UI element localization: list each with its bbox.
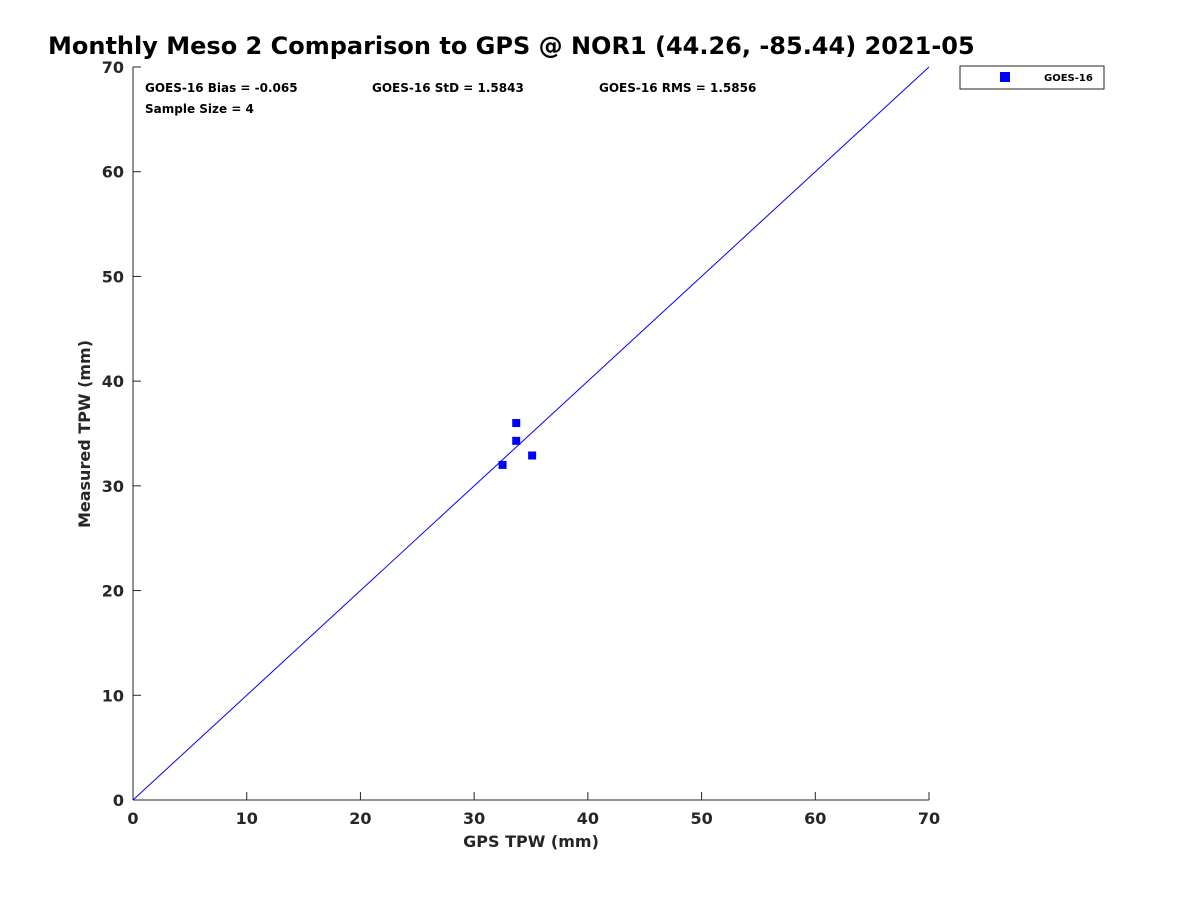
data-point-0-3	[528, 451, 537, 460]
legend: GOES-16	[959, 65, 1105, 90]
x-tick-label-2: 20	[349, 809, 371, 828]
y-tick-label-3: 30	[102, 477, 124, 496]
y-tick-label-6: 60	[102, 163, 124, 182]
x-tick-label-1: 10	[236, 809, 258, 828]
x-tick-label-5: 50	[690, 809, 712, 828]
data-point-0-2	[512, 436, 521, 445]
y-ticks: 0 10 20 30 40 50 60 70	[102, 58, 141, 810]
y-tick-label-7: 70	[102, 58, 124, 77]
std-annotation: GOES-16 StD = 1.5843	[372, 81, 524, 95]
axes	[132, 67, 929, 801]
x-ticks: 0 10 20 30 40 50 60 70	[127, 792, 940, 828]
statistics-annotations: GOES-16 Bias = -0.065 GOES-16 StD = 1.58…	[145, 81, 756, 116]
legend-entry-goes16: GOES-16	[1044, 73, 1093, 84]
one-to-one-reference-line	[132, 66, 930, 801]
data-point-0-0	[498, 460, 507, 469]
x-tick-label-0: 0	[127, 809, 138, 828]
data-points	[498, 419, 537, 469]
x-tick-label-3: 30	[463, 809, 485, 828]
sample-size-annotation: Sample Size = 4	[145, 102, 254, 116]
y-tick-label-4: 40	[102, 372, 124, 391]
y-tick-label-1: 10	[102, 686, 124, 705]
y-tick-label-2: 20	[102, 582, 124, 601]
x-tick-label-4: 40	[577, 809, 599, 828]
y-axis-label: Measured TPW (mm)	[75, 340, 94, 528]
chart-title: Monthly Meso 2 Comparison to GPS @ NOR1 …	[48, 32, 975, 60]
x-axis-label: GPS TPW (mm)	[463, 832, 599, 851]
x-tick-label-6: 60	[804, 809, 826, 828]
legend-box	[959, 65, 1105, 90]
data-point-0-1	[512, 419, 521, 428]
legend-marker-square	[1000, 72, 1010, 82]
y-tick-label-0: 0	[113, 791, 124, 810]
y-tick-label-5: 50	[102, 267, 124, 286]
rms-annotation: GOES-16 RMS = 1.5856	[599, 81, 756, 95]
x-tick-label-7: 70	[918, 809, 940, 828]
bias-annotation: GOES-16 Bias = -0.065	[145, 81, 298, 95]
